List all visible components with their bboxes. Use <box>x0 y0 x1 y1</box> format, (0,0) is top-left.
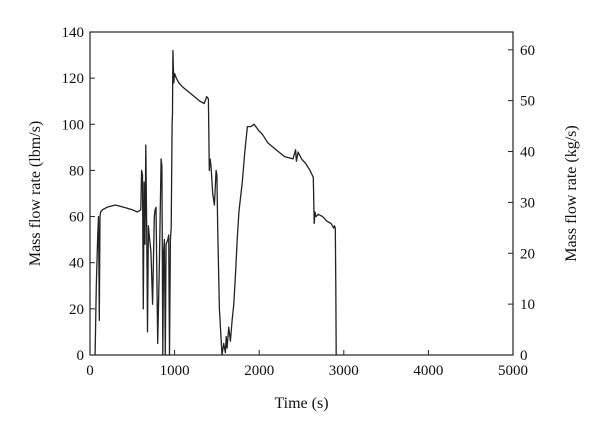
y-tick-label: 140 <box>62 25 85 41</box>
x-axis-title: Time (s) <box>274 395 328 412</box>
x-tick-label: 3000 <box>329 363 359 379</box>
y-tick-label: 20 <box>69 302 84 318</box>
y-tick-label: 60 <box>69 210 84 226</box>
x-tick-label: 4000 <box>413 363 443 379</box>
y-tick-label: 100 <box>62 117 85 133</box>
x-tick-label: 2000 <box>244 363 274 379</box>
y2-tick-label: 20 <box>520 246 535 262</box>
y-tick-label: 0 <box>77 348 85 364</box>
plot-area <box>89 31 514 356</box>
series-line-0 <box>94 49 337 356</box>
y2-tick-label: 40 <box>520 145 535 161</box>
y2-tick-label: 30 <box>520 195 535 211</box>
y-axis-left-title: Mass flow rate (lbm/s) <box>27 121 44 266</box>
y-tick-label: 80 <box>69 163 84 179</box>
x-tick-label: 0 <box>86 363 94 379</box>
y2-tick-label: 0 <box>520 348 528 364</box>
y2-tick-label: 60 <box>520 43 535 59</box>
y-tick-label: 40 <box>69 256 84 272</box>
series-layer <box>94 49 337 356</box>
y-axis-right-ticks: 0 10 20 30 40 50 60 <box>508 43 535 364</box>
y-axis-left-ticks: 0 20 40 60 80 100 120 140 <box>62 25 95 364</box>
y-axis-right-title: Mass flow rate (kg/s) <box>563 125 580 261</box>
y2-tick-label: 10 <box>520 297 535 313</box>
x-tick-label: 5000 <box>498 363 528 379</box>
x-axis-ticks: 0 1000 2000 3000 4000 5000 <box>86 350 528 379</box>
y-tick-label: 120 <box>62 71 85 87</box>
x-tick-label: 1000 <box>160 363 190 379</box>
y2-tick-label: 50 <box>520 94 535 110</box>
